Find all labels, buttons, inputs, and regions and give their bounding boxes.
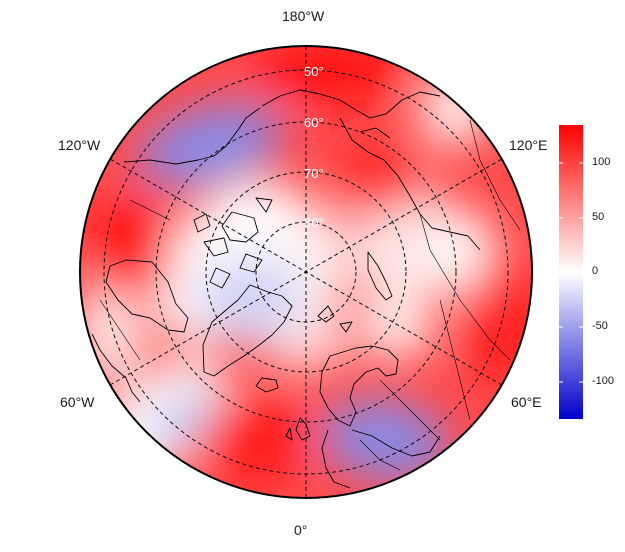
lon-label-180w: 180°W bbox=[282, 8, 325, 24]
latitude-labels: 50° 60° 70° 80° bbox=[304, 64, 324, 230]
iceland bbox=[255, 377, 279, 393]
greenland-outline bbox=[202, 284, 293, 377]
lon-label-120e: 120°E bbox=[509, 137, 548, 153]
colorbar-tick-50: 50 bbox=[592, 211, 605, 223]
lat-label-50: 50° bbox=[304, 64, 324, 79]
europe-coast bbox=[321, 429, 441, 489]
hudson-bay-coast bbox=[105, 259, 189, 333]
novaya-zemlya bbox=[367, 251, 393, 301]
colorbar-tick-0: 0 bbox=[592, 265, 599, 277]
colorbar-tick-minus-100: -100 bbox=[592, 375, 615, 387]
canadian-archipelago bbox=[193, 197, 273, 289]
country-borders bbox=[99, 119, 521, 471]
alaska-siberia-coast bbox=[261, 89, 441, 119]
colorbar bbox=[559, 125, 583, 419]
lon-label-120w: 120°W bbox=[58, 137, 101, 153]
lat-label-60: 60° bbox=[304, 115, 324, 130]
latitude-circle-60 bbox=[155, 121, 457, 423]
map-boundary bbox=[79, 45, 533, 499]
lon-label-0: 0° bbox=[294, 522, 308, 538]
scandinavia bbox=[319, 345, 399, 427]
colorbar-tick-minus-50: -50 bbox=[592, 320, 608, 332]
lon-label-60w: 60°W bbox=[60, 394, 95, 410]
siberia-coast bbox=[339, 117, 481, 251]
lon-label-60e: 60°E bbox=[511, 394, 542, 410]
north-america-coast bbox=[91, 107, 261, 403]
british-isles bbox=[285, 417, 311, 441]
svalbard bbox=[317, 305, 353, 333]
meridian-60w-120e bbox=[109, 158, 503, 386]
colorbar-tick-100: 100 bbox=[592, 156, 611, 168]
field-shading bbox=[80, 46, 532, 498]
lat-label-80: 80° bbox=[304, 215, 324, 230]
lat-label-70: 70° bbox=[304, 166, 324, 181]
coastlines bbox=[91, 89, 481, 489]
graticule bbox=[103, 46, 509, 498]
